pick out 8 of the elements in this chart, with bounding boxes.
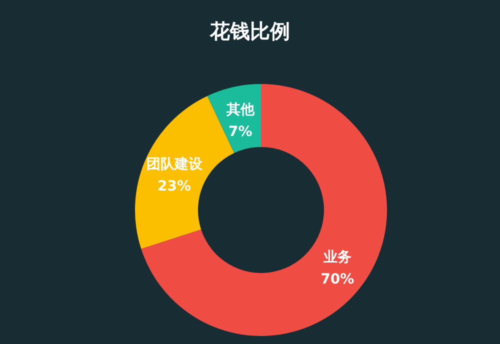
- slice-label: 业务: [322, 250, 352, 266]
- data-label: 70%: [320, 272, 354, 288]
- data-label: 7%: [228, 124, 252, 140]
- slice-label: 其他: [225, 102, 256, 118]
- slice-label: 团队建设: [146, 156, 204, 172]
- data-label: 23%: [158, 178, 192, 194]
- donut-slice: [141, 84, 387, 336]
- chart-title: 花钱比例: [208, 18, 291, 45]
